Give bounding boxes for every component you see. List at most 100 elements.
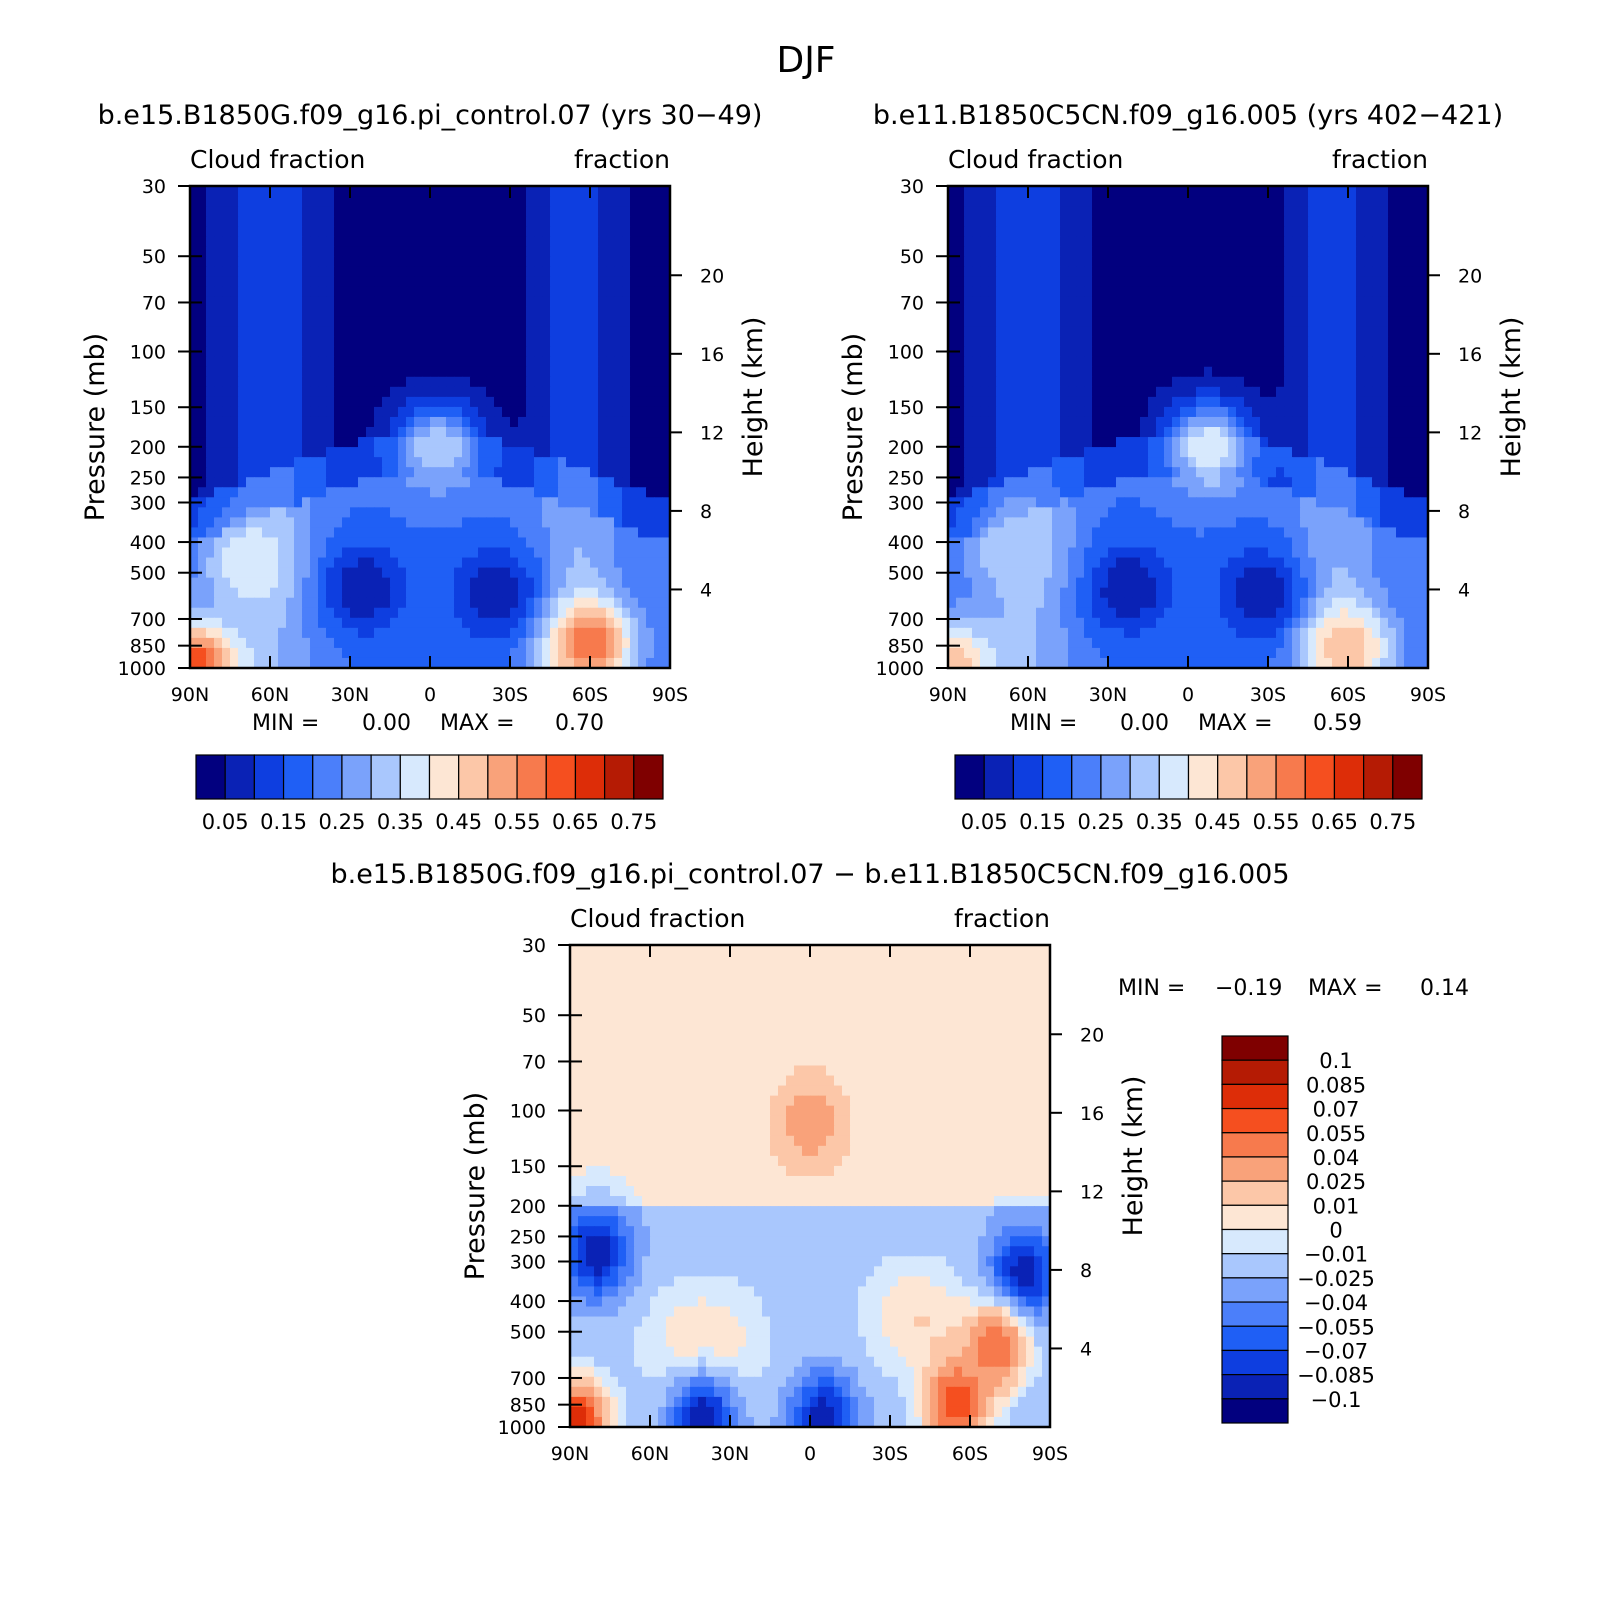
contour-cell (1252, 386, 1261, 398)
contour-cell (1180, 336, 1189, 348)
contour-cell (334, 567, 343, 579)
contour-cell (1316, 336, 1325, 348)
contour-cell (1108, 206, 1117, 217)
contour-cell (198, 617, 207, 629)
contour-cell (350, 617, 359, 629)
contour-cell (1348, 186, 1357, 197)
contour-cell (1396, 467, 1405, 478)
contour-cell (302, 256, 311, 267)
contour-cell (326, 326, 335, 338)
contour-cell (438, 316, 447, 328)
contour-cell (438, 587, 447, 599)
contour-cell (542, 326, 551, 338)
contour-cell (518, 627, 527, 639)
contour-cell (996, 507, 1005, 518)
contour-cell (254, 537, 263, 549)
contour-cell (598, 336, 607, 348)
contour-cell (398, 326, 407, 338)
contour-cell (574, 467, 583, 478)
contour-cell (526, 326, 535, 338)
contour-cell (614, 447, 623, 458)
contour-cell (638, 236, 647, 247)
contour-cell (948, 477, 957, 488)
contour-cell (398, 296, 407, 308)
contour-cell (1340, 196, 1349, 207)
contour-cell (582, 507, 591, 518)
contour-cell (598, 467, 607, 478)
contour-cell (262, 587, 271, 599)
contour-cell (390, 216, 399, 227)
contour-cell (1020, 346, 1029, 358)
contour-cell (366, 547, 375, 559)
contour-cell (1348, 296, 1357, 308)
contour-cell (486, 306, 495, 318)
contour-cell (1204, 206, 1213, 217)
contour-cell (246, 266, 255, 277)
contour-cell (486, 427, 495, 438)
contour-cell (1284, 296, 1293, 308)
contour-cell (446, 487, 455, 498)
contour-cell (1036, 447, 1045, 458)
contour-cell (1340, 306, 1349, 318)
contour-cell (1300, 457, 1309, 468)
contour-cell (310, 266, 319, 277)
contour-cell (278, 627, 287, 639)
contour-cell (1236, 467, 1245, 478)
contour-cell (302, 206, 311, 217)
contour-cell (1004, 416, 1013, 428)
contour-cell (558, 196, 567, 207)
contour-cell (1420, 306, 1429, 318)
contour-cell (542, 477, 551, 488)
contour-cell (1052, 507, 1061, 518)
contour-cell (988, 316, 997, 328)
contour-cell (558, 236, 567, 247)
contour-cell (956, 376, 965, 388)
contour-cell (358, 406, 367, 418)
contour-cell (980, 206, 989, 217)
contour-cell (334, 547, 343, 559)
contour-cell (190, 597, 199, 609)
contour-cell (430, 256, 439, 267)
contour-cell (214, 537, 223, 549)
contour-cell (542, 517, 551, 529)
contour-cell (1332, 306, 1341, 318)
contour-cell (190, 416, 199, 428)
contour-cell (190, 356, 199, 368)
contour-cell (238, 396, 247, 408)
contour-cell (494, 216, 503, 227)
contour-cell (1172, 427, 1181, 438)
contour-cell (486, 507, 495, 518)
contour-cell (1116, 406, 1125, 418)
contour-cell (1252, 356, 1261, 368)
contour-cell (406, 246, 415, 257)
contour-cell (1372, 206, 1381, 217)
contour-cell (638, 266, 647, 277)
contour-cell (454, 627, 463, 639)
contour-cell (582, 316, 591, 328)
contour-cell (1244, 296, 1253, 308)
contour-cell (430, 637, 439, 649)
contour-cell (342, 557, 351, 569)
contour-cell (430, 587, 439, 599)
contour-cell (1060, 366, 1069, 378)
contour-cell (1364, 427, 1373, 438)
contour-cell (1044, 226, 1053, 237)
contour-cell (1076, 296, 1085, 308)
contour-cell (1204, 276, 1213, 288)
contour-cell (398, 396, 407, 408)
contour-cell (1132, 326, 1141, 338)
contour-cell (1220, 487, 1229, 498)
contour-cell (566, 366, 575, 378)
contour-cell (606, 477, 615, 488)
contour-cell (550, 557, 559, 569)
contour-cell (996, 296, 1005, 308)
contour-cell (1084, 196, 1093, 207)
contour-cell (534, 266, 543, 277)
y2-tick-label: 4 (700, 579, 712, 601)
contour-cell (206, 406, 215, 418)
contour-cell (1300, 416, 1309, 428)
contour-cell (374, 617, 383, 629)
contour-cell (574, 316, 583, 328)
contour-cell (1332, 416, 1341, 428)
contour-cell (590, 366, 599, 378)
